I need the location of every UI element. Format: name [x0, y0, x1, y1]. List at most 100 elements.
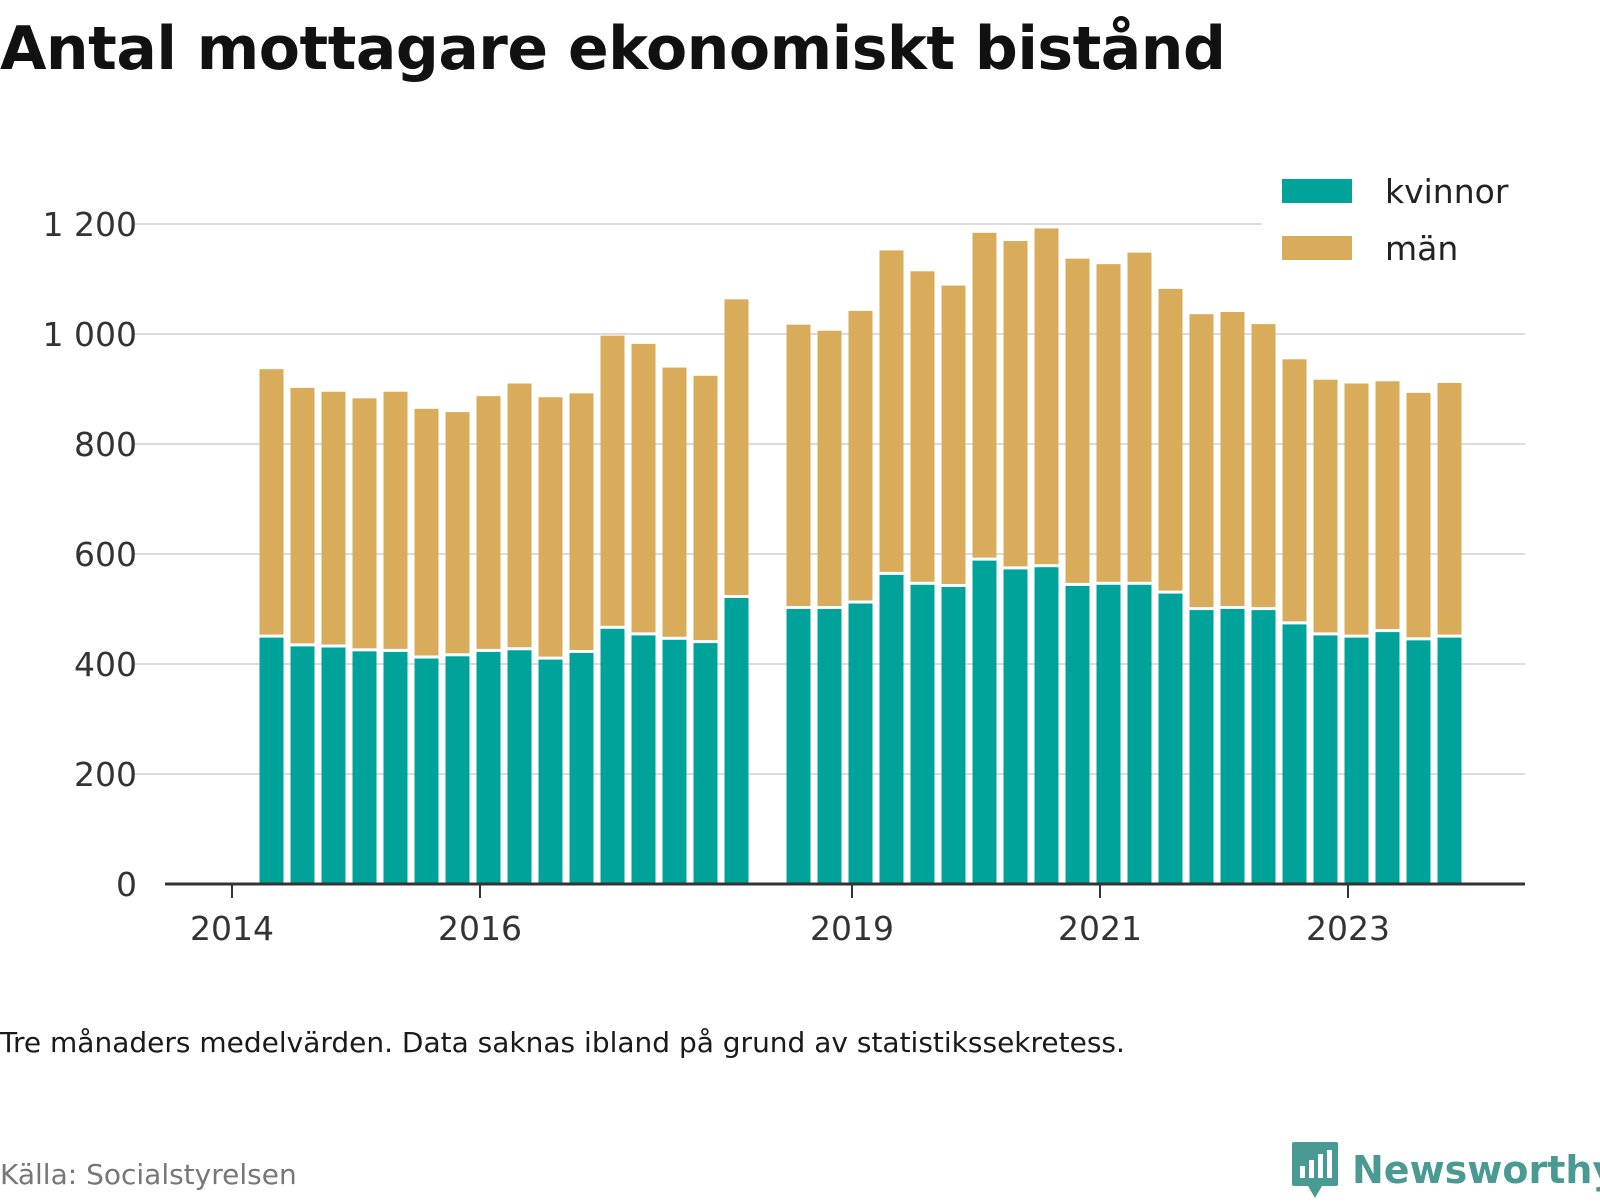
bar-man: [662, 367, 687, 637]
legend: kvinnor män: [1262, 165, 1532, 285]
bar-kvinnor: [538, 659, 563, 884]
legend-label: män: [1385, 229, 1458, 268]
bar-kvinnor: [910, 584, 935, 884]
bar-man: [476, 396, 501, 649]
bar-kvinnor: [1096, 584, 1121, 884]
bar-kvinnor: [631, 635, 656, 884]
bar-man: [1375, 381, 1400, 630]
bar-man: [600, 335, 625, 626]
bar-man: [1344, 383, 1369, 635]
y-tick-label: 400: [74, 645, 137, 684]
bar-kvinnor: [1375, 632, 1400, 884]
legend-label: kvinnor: [1385, 172, 1509, 211]
bar-man: [1034, 228, 1059, 565]
bar-kvinnor: [786, 609, 811, 884]
bar-man: [1003, 241, 1028, 567]
y-tick-label: 0: [116, 865, 137, 904]
bar-man: [259, 369, 284, 635]
bar-man: [1406, 392, 1431, 638]
y-tick-label: 1 200: [43, 205, 137, 244]
bar-kvinnor: [600, 628, 625, 884]
bar-kvinnor: [1003, 569, 1028, 884]
bar-kvinnor: [1189, 610, 1214, 884]
x-tick-label: 2023: [1306, 909, 1390, 948]
bar-kvinnor: [817, 609, 842, 884]
x-axis: 2014 2016 2019 2021 2023: [165, 882, 1525, 948]
bar-kvinnor: [1127, 584, 1152, 884]
bar-man: [414, 408, 439, 656]
bar-man: [538, 397, 563, 657]
chart-note: Tre månaders medelvärden. Data saknas ib…: [0, 1026, 1125, 1059]
bar-kvinnor: [290, 646, 315, 884]
bar-kvinnor: [259, 637, 284, 884]
bar-man: [631, 343, 656, 633]
bar-kvinnor: [476, 651, 501, 884]
x-tick-label: 2021: [1058, 909, 1142, 948]
bar-kvinnor: [321, 647, 346, 884]
legend-swatch: [1282, 179, 1352, 203]
bar-man: [972, 232, 997, 558]
bar-kvinnor: [507, 650, 532, 884]
bar-man: [848, 310, 873, 601]
bar-man: [910, 271, 935, 582]
y-tick-label: 600: [74, 535, 137, 574]
bar-man: [941, 285, 966, 584]
bar-kvinnor: [1065, 585, 1090, 884]
legend-swatch: [1282, 236, 1352, 260]
bars: [259, 228, 1462, 884]
bar-kvinnor: [569, 653, 594, 884]
bar-kvinnor: [848, 603, 873, 884]
bar-man: [817, 330, 842, 606]
x-tick-label: 2014: [190, 909, 274, 948]
bar-kvinnor: [1251, 610, 1276, 884]
bar-man: [383, 391, 408, 649]
source-text: Källa: Socialstyrelsen: [0, 1158, 297, 1191]
x-tick-label: 2016: [438, 909, 522, 948]
bar-man: [1220, 312, 1245, 606]
x-tick-label: 2019: [810, 909, 894, 948]
bar-man: [786, 324, 811, 606]
newsworthy-logo-icon: [1292, 1142, 1338, 1198]
brand-name: Newsworthy: [1352, 1148, 1600, 1192]
y-tick-label: 800: [74, 425, 137, 464]
bar-man: [693, 375, 718, 641]
bar-kvinnor: [1344, 637, 1369, 884]
bar-kvinnor: [1034, 567, 1059, 884]
bar-man: [1065, 258, 1090, 583]
bar-kvinnor: [662, 639, 687, 884]
bar-man: [445, 412, 470, 654]
bar-man: [321, 391, 346, 645]
bar-man: [1282, 359, 1307, 622]
bar-man: [879, 250, 904, 572]
bar-man: [352, 398, 377, 649]
bar-kvinnor: [1158, 593, 1183, 884]
bar-man: [569, 393, 594, 650]
y-axis-ticks: 0 200 400 600 800 1 000 1 200: [43, 205, 137, 904]
bar-man: [1437, 382, 1462, 635]
bar-kvinnor: [724, 598, 749, 884]
bar-kvinnor: [1282, 624, 1307, 884]
bar-kvinnor: [383, 651, 408, 884]
bar-kvinnor: [879, 574, 904, 884]
bar-kvinnor: [941, 587, 966, 884]
y-tick-label: 200: [74, 755, 137, 794]
bar-kvinnor: [1220, 609, 1245, 884]
bar-man: [290, 387, 315, 644]
bar-kvinnor: [1313, 635, 1338, 884]
brand-logo: Newsworthy: [1290, 1138, 1600, 1202]
bar-kvinnor: [1437, 637, 1462, 884]
bar-man: [1096, 264, 1121, 582]
bar-kvinnor: [445, 656, 470, 884]
bar-kvinnor: [972, 560, 997, 884]
bar-man: [1251, 324, 1276, 608]
bar-kvinnor: [414, 658, 439, 884]
bar-man: [1158, 288, 1183, 591]
bar-man: [1313, 379, 1338, 633]
bar-kvinnor: [352, 651, 377, 884]
y-tick-label: 1 000: [43, 315, 137, 354]
page-title: Antal mottagare ekonomiskt bistånd: [0, 14, 1226, 84]
bar-man: [1189, 314, 1214, 608]
bar-man: [1127, 252, 1152, 582]
bar-man: [507, 383, 532, 648]
